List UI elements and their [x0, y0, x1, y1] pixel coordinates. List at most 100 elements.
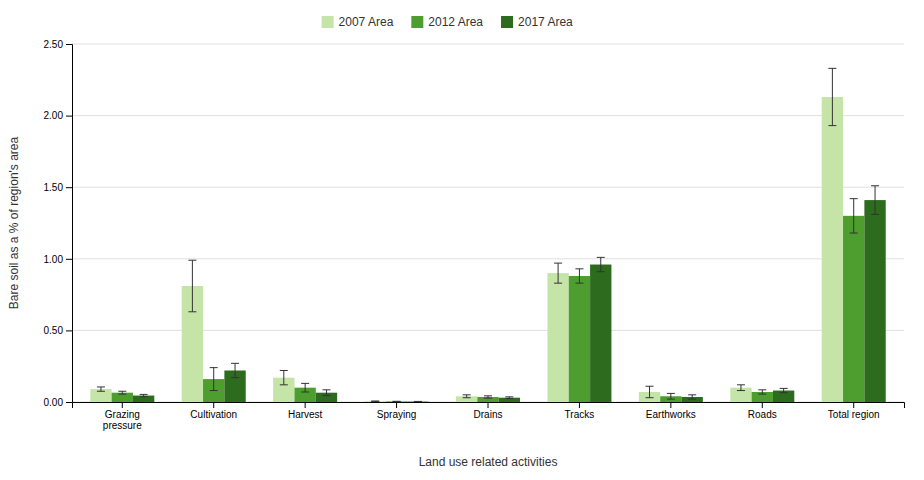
y-tick-mark: [66, 259, 72, 260]
bar: [822, 97, 843, 402]
error-bar: [231, 363, 239, 377]
legend-swatch: [411, 16, 423, 28]
bar: [864, 200, 885, 402]
error-bar: [97, 387, 105, 391]
x-tick-label: Tracks: [565, 409, 595, 420]
error-bar: [505, 397, 513, 399]
marks: [90, 68, 885, 402]
error-bar: [554, 263, 562, 283]
x-tick-mark: [213, 402, 214, 408]
x-tick-label: Grazingpressure: [103, 409, 142, 431]
error-bar: [301, 383, 309, 392]
x-tick-mark: [488, 402, 489, 408]
bar-series: [133, 200, 886, 402]
error-bar: [371, 400, 379, 402]
error-bar: [737, 385, 745, 391]
y-tick-label: 0.50: [44, 325, 64, 336]
legend-item: 2012 Area: [411, 15, 483, 29]
error-bars: [140, 186, 879, 402]
bar: [386, 401, 407, 402]
x-tick-label: Drains: [474, 409, 503, 420]
x-tick-label: Spraying: [377, 409, 416, 420]
legend-swatch: [501, 16, 513, 28]
error-bars: [118, 199, 857, 402]
x-tick: Cultivation: [190, 402, 237, 420]
x-tick: Drains: [474, 402, 503, 420]
legend-label: 2012 Area: [428, 15, 483, 29]
x-axis-line: [73, 403, 905, 409]
bar: [569, 276, 590, 402]
bar: [590, 265, 611, 402]
y-tick: 1.00: [44, 254, 72, 265]
x-axis-title: Land use related activities: [419, 455, 558, 469]
error-bar: [322, 390, 330, 396]
y-tick-label: 2.00: [44, 110, 64, 121]
error-bar: [210, 368, 218, 391]
y-tick: 0.00: [44, 397, 72, 408]
y-tick-mark: [66, 116, 72, 117]
y-tick-label: 1.50: [44, 182, 64, 193]
error-bar: [575, 269, 583, 283]
error-bar: [667, 393, 675, 399]
error-bar: [871, 186, 879, 215]
bar-series: [112, 216, 865, 402]
y-axis-title: Bare soil as a % of region's area: [7, 136, 21, 309]
error-bars: [97, 68, 836, 401]
y-axis-line: [66, 45, 73, 403]
error-bar: [118, 391, 126, 394]
y-tick-label: 0.00: [44, 397, 64, 408]
y-tick-label: 2.50: [44, 39, 64, 50]
error-bar: [828, 68, 836, 125]
chart: 0.00 0.50 1.00 1.50 2.00 2.50 Grazingpressure C…: [0, 0, 924, 480]
bar: [499, 398, 520, 402]
grid-line: [72, 44, 904, 45]
bar: [365, 401, 386, 402]
y-tick: 2.00: [44, 110, 72, 121]
grid: [72, 44, 904, 402]
y-tick: 1.50: [44, 182, 72, 193]
legend-label: 2017 Area: [518, 15, 573, 29]
x-tick-mark: [305, 402, 306, 408]
error-bar: [597, 257, 605, 271]
grid-line: [72, 115, 904, 116]
x-tick-mark: [396, 402, 397, 408]
x-tick: Harvest: [288, 402, 323, 420]
bar: [547, 273, 568, 402]
x-tick-mark: [853, 402, 854, 408]
error-bar: [850, 199, 858, 233]
error-bar: [414, 401, 422, 402]
error-bar: [758, 390, 766, 394]
error-bar: [393, 401, 401, 402]
x-tick: Tracks: [565, 402, 595, 420]
x-tick-mark: [579, 402, 580, 408]
error-bar: [688, 395, 696, 399]
bar: [407, 401, 428, 402]
y-axis: 0.00 0.50 1.00 1.50 2.00 2.50: [44, 39, 73, 408]
x-tick-label: Total region: [828, 409, 880, 420]
error-bar: [646, 386, 654, 397]
legend: 2007 Area 2012 Area 2017 Area: [322, 15, 573, 29]
y-tick-mark: [66, 44, 72, 45]
plot-area: 0.00 0.50 1.00 1.50 2.00 2.50 Grazingpressure C…: [44, 39, 905, 431]
error-bar: [140, 394, 148, 396]
x-tick: Total region: [828, 402, 880, 420]
x-tick-mark: [762, 402, 763, 408]
bar: [843, 216, 864, 402]
y-tick-label: 1.00: [44, 254, 64, 265]
grid-line: [72, 258, 904, 259]
legend-item: 2007 Area: [322, 15, 394, 29]
legend-item: 2017 Area: [501, 15, 573, 29]
error-bar: [188, 260, 196, 312]
error-bar: [463, 395, 471, 398]
y-tick-mark: [66, 187, 72, 188]
x-tick-label: Harvest: [288, 409, 323, 420]
x-tick-label: Earthworks: [646, 409, 696, 420]
x-tick: Roads: [748, 402, 777, 420]
x-tick: Grazingpressure: [103, 402, 142, 431]
grid-line: [72, 187, 904, 188]
y-tick-mark: [66, 330, 72, 331]
x-tick-mark: [122, 402, 123, 408]
bar-series: [90, 97, 843, 402]
x-tick-mark: [670, 402, 671, 408]
legend-swatch: [322, 16, 334, 28]
